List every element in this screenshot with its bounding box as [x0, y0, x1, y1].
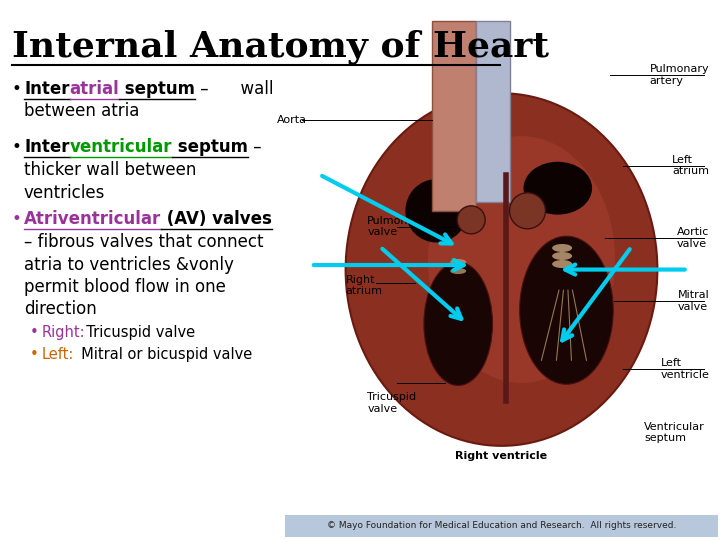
Text: •: •: [30, 347, 39, 362]
Text: Left:: Left:: [42, 347, 74, 362]
Ellipse shape: [450, 268, 467, 274]
Ellipse shape: [520, 236, 613, 384]
Text: atria to ventricles &vonly: atria to ventricles &vonly: [24, 255, 234, 273]
Bar: [475, 21, 510, 202]
Ellipse shape: [552, 260, 572, 268]
Text: Right:: Right:: [42, 325, 86, 340]
Text: between atria: between atria: [24, 103, 140, 120]
Text: septum: septum: [172, 138, 248, 157]
Ellipse shape: [424, 262, 492, 386]
Text: •: •: [12, 211, 22, 228]
Text: •: •: [12, 80, 22, 98]
Text: Pulmonary
artery: Pulmonary artery: [649, 64, 709, 86]
Text: Tricuspid
valve: Tricuspid valve: [367, 392, 416, 414]
Text: Right
atrium: Right atrium: [346, 274, 382, 296]
Ellipse shape: [552, 252, 572, 260]
Ellipse shape: [523, 162, 592, 214]
Ellipse shape: [405, 179, 468, 242]
Circle shape: [457, 206, 485, 234]
Text: Internal Anatomy of Heart: Internal Anatomy of Heart: [12, 30, 549, 64]
Ellipse shape: [552, 244, 572, 252]
Text: –: –: [195, 80, 209, 98]
Text: Inter: Inter: [24, 80, 70, 98]
Text: (AV) valves: (AV) valves: [161, 211, 272, 228]
Text: direction: direction: [24, 300, 96, 319]
Text: Mitral
valve: Mitral valve: [678, 291, 709, 312]
Circle shape: [510, 193, 546, 229]
Text: Pulmonary
valve: Pulmonary valve: [367, 216, 427, 238]
Ellipse shape: [428, 136, 615, 383]
Text: Mitral or bicuspid valve: Mitral or bicuspid valve: [72, 347, 252, 362]
Text: Ventricular
septum: Ventricular septum: [644, 422, 705, 443]
Text: Tricuspid valve: Tricuspid valve: [77, 325, 195, 340]
Text: thicker wall between: thicker wall between: [24, 161, 197, 179]
Text: Aorta: Aorta: [276, 116, 307, 125]
Text: Atriventricular: Atriventricular: [24, 211, 161, 228]
Text: – fibrous valves that connect: – fibrous valves that connect: [24, 233, 264, 251]
Text: –: –: [248, 138, 261, 157]
Text: ventricles: ventricles: [24, 184, 105, 201]
Text: Right ventricle: Right ventricle: [456, 451, 548, 461]
Text: •: •: [30, 325, 39, 340]
Text: wall: wall: [209, 80, 274, 98]
Text: permit blood flow in one: permit blood flow in one: [24, 278, 226, 296]
Text: septum: septum: [120, 80, 195, 98]
Bar: [432, 21, 475, 211]
Text: Left
ventricle: Left ventricle: [660, 358, 709, 380]
Text: ventricular: ventricular: [70, 138, 172, 157]
Text: Aortic
valve: Aortic valve: [677, 227, 709, 249]
Text: •: •: [12, 138, 22, 157]
Text: Inter: Inter: [24, 138, 70, 157]
Text: Left
atrium: Left atrium: [672, 155, 709, 177]
Text: © Mayo Foundation for Medical Education and Research.  All rights reserved.: © Mayo Foundation for Medical Education …: [327, 522, 676, 530]
Text: atrial: atrial: [70, 80, 120, 98]
Ellipse shape: [346, 93, 657, 446]
Ellipse shape: [450, 259, 467, 265]
Bar: [285, 515, 718, 537]
